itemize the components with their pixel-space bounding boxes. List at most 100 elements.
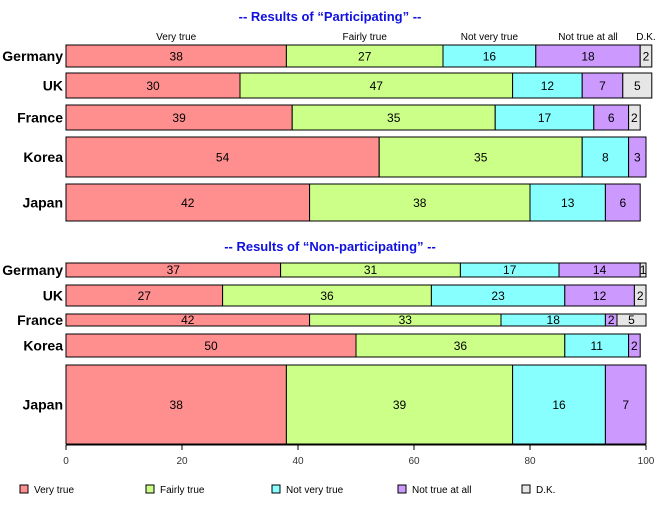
data-label: 47 [370,79,384,93]
bar-segment [65,136,380,178]
bar-segment [65,364,287,445]
bar-segment [378,136,583,178]
country-label: Germany [2,48,63,64]
legend-swatch [521,484,531,494]
legend-label: D.K. [536,485,555,496]
data-label: 38 [170,49,184,63]
column-header: Very true [156,32,196,43]
x-tick-label: 60 [408,456,420,467]
data-label: 30 [146,79,160,93]
country-label: UK [43,78,63,94]
data-label: 7 [622,398,629,412]
data-label: 54 [216,150,230,164]
data-label: 8 [602,150,609,164]
x-tick-label: 40 [292,456,304,467]
data-label: 27 [358,49,372,63]
x-tick-label: 100 [638,456,655,467]
data-label: 36 [454,339,468,353]
column-header: D.K. [636,32,655,43]
data-label: 6 [619,196,626,210]
data-label: 17 [503,263,517,277]
bar-segment [639,44,653,68]
data-label: 12 [541,79,555,93]
column-header: Fairly true [342,32,387,43]
data-label: 50 [204,339,218,353]
data-label: 33 [399,313,413,327]
bar-segment [512,364,606,445]
legend-label: Not very true [286,485,344,496]
data-label: 16 [483,49,497,63]
legend-label: Fairly true [160,485,205,496]
bar-segment [628,136,647,178]
data-label: 31 [364,263,378,277]
column-header: Not true at all [558,32,617,43]
data-label: 42 [181,313,195,327]
data-label: 2 [643,49,650,63]
bar-segment [633,284,647,307]
data-label: 35 [474,150,488,164]
data-label: 36 [320,289,334,303]
country-label: Japan [23,397,63,413]
bar-segment [512,72,583,99]
data-label: 6 [608,111,615,125]
bar-segment [639,262,647,278]
bar-segment [604,183,641,222]
data-label: 2 [631,111,638,125]
data-label: 2 [631,339,638,353]
data-label: 39 [172,111,186,125]
data-label: 2 [637,289,644,303]
country-label: Japan [23,195,63,211]
data-label: 13 [561,196,575,210]
data-label: 5 [628,313,635,327]
data-label: 2 [608,313,615,327]
data-label: 1 [640,263,647,277]
data-label: 42 [181,196,195,210]
data-label: 3 [634,150,641,164]
data-label: 12 [593,289,607,303]
bar-segment [529,183,606,222]
bar-segment [616,313,647,327]
legend-swatch [145,484,155,494]
data-label: 38 [170,398,184,412]
country-label: France [17,312,63,328]
bar-segment [622,72,653,99]
bar-segment [581,136,630,178]
x-tick-label: 80 [524,456,536,467]
bar-segment [291,104,496,131]
bar-segment [309,183,531,222]
data-label: 37 [167,263,181,277]
x-tick-label: 20 [176,456,188,467]
data-label: 23 [491,289,505,303]
column-header: Not very true [461,32,519,43]
data-label: 17 [538,111,552,125]
country-label: France [17,110,63,126]
bar-segment [593,104,630,131]
data-label: 16 [552,398,566,412]
data-label: 39 [393,398,407,412]
data-label: 7 [599,79,606,93]
data-label: 18 [547,313,561,327]
bar-segment [65,183,311,222]
panel-title-participating: -- Results of “Participating” -- [239,9,422,24]
country-label: Korea [23,149,63,165]
data-label: 5 [634,79,641,93]
x-tick-label: 0 [63,456,69,467]
data-label: 11 [590,339,603,353]
panel-title-non-participating: -- Results of “Non-participating” -- [224,239,436,254]
data-label: 35 [387,111,401,125]
legend-label: Not true at all [412,485,471,496]
country-label: Germany [2,262,63,278]
data-label: 14 [593,263,607,277]
bar-segment [604,364,647,445]
data-label: 18 [581,49,595,63]
country-label: Korea [23,338,63,354]
legend-swatch [19,484,29,494]
legend-swatch [397,484,407,494]
legend-swatch [271,484,281,494]
data-label: 38 [413,196,427,210]
bar-segment [628,333,641,358]
bar-segment [628,104,641,131]
data-label: 27 [138,289,152,303]
bar-segment [65,72,241,99]
